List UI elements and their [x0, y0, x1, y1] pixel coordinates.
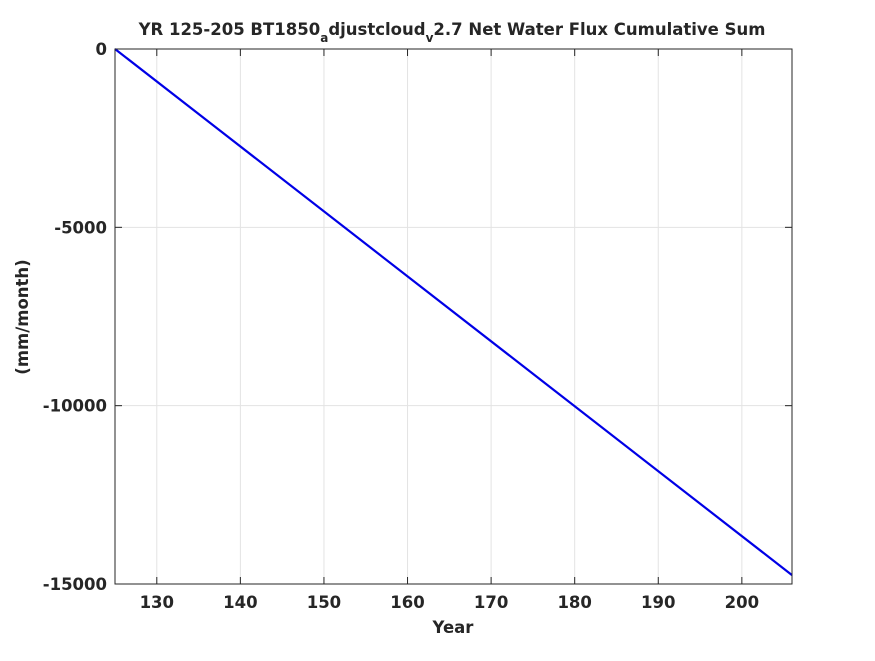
chart-title: YR 125-205 BT1850adjustcloudv2.7 Net Wat… — [138, 20, 766, 45]
y-tick-label: -15000 — [43, 575, 107, 594]
x-tick-label: 200 — [725, 593, 759, 612]
data-series-line — [114, 48, 793, 576]
x-tick-label: 180 — [557, 593, 591, 612]
y-tick-label: -10000 — [43, 397, 107, 416]
y-tick-label: -5000 — [54, 218, 107, 237]
series-layer — [114, 48, 793, 576]
plot-area-border — [114, 48, 793, 585]
x-tick-label: 190 — [641, 593, 675, 612]
y-axis-label: (mm/month) — [13, 259, 32, 374]
x-tick-label: 140 — [223, 593, 257, 612]
x-tick-label: 170 — [474, 593, 508, 612]
x-tick-label: 150 — [307, 593, 341, 612]
x-axis-label: Year — [432, 618, 475, 637]
axis-ticks: 130 140 150 160 170 180 190 200 0 -5000 -10000 -150… — [43, 40, 792, 612]
y-tick-label: 0 — [96, 40, 107, 59]
x-tick-label: 160 — [390, 593, 424, 612]
x-tick-label: 130 — [140, 593, 174, 612]
